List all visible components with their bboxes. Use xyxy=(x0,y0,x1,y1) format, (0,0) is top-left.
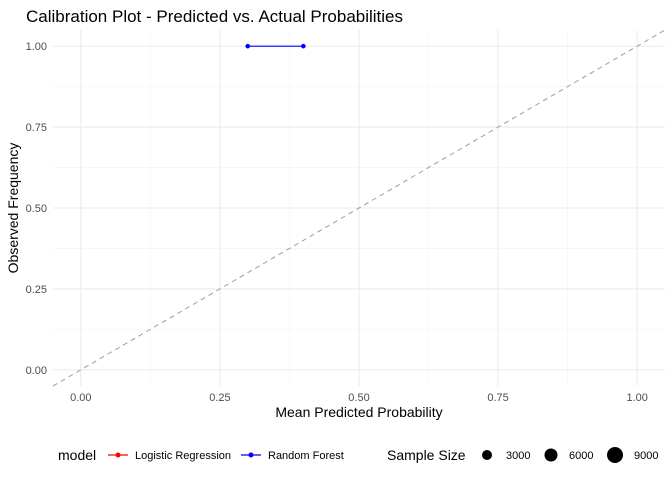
legend-size-6000: 6000 xyxy=(569,450,593,462)
x-tick-label: 0.25 xyxy=(209,392,230,404)
point-random-forest-1 xyxy=(301,43,306,49)
legend-label-logistic-regression: Logistic Regression xyxy=(135,450,231,462)
legend-size-dot-9000 xyxy=(607,447,623,463)
series-layer xyxy=(245,43,306,49)
legend-label-random-forest: Random Forest xyxy=(268,450,344,462)
x-tick-label: 1.00 xyxy=(626,392,647,404)
legend-size-dot-3000 xyxy=(482,450,492,460)
y-tick-label: 1.00 xyxy=(26,41,47,53)
legend-size-9000: 9000 xyxy=(634,450,658,462)
y-tick-label: 0.75 xyxy=(26,122,47,134)
point-random-forest-0 xyxy=(245,43,251,49)
x-tick-label: 0.50 xyxy=(348,392,369,404)
chart-title: Calibration Plot - Predicted vs. Actual … xyxy=(26,7,403,26)
x-tick-label: 0.75 xyxy=(487,392,508,404)
legend-size-3000: 3000 xyxy=(506,450,530,462)
legend: model Logistic Regression Random Forest … xyxy=(58,447,658,463)
y-axis-label: Observed Frequency xyxy=(5,143,21,274)
x-tick-label: 0.00 xyxy=(70,392,91,404)
y-tick-label: 0.50 xyxy=(26,203,47,215)
x-axis-label: Mean Predicted Probability xyxy=(275,404,442,420)
legend-key-random-forest xyxy=(241,452,261,458)
x-axis-ticks: 0.00 0.25 0.50 0.75 1.00 xyxy=(70,392,648,404)
legend-size-title: Sample Size xyxy=(387,447,466,463)
legend-key-logistic-regression xyxy=(108,452,128,458)
legend-model-title: model xyxy=(58,447,96,463)
y-axis-ticks: 0.00 0.25 0.50 0.75 1.00 xyxy=(26,41,47,377)
legend-size-dot-6000 xyxy=(544,448,558,462)
reference-line xyxy=(52,29,666,387)
y-tick-label: 0.25 xyxy=(26,284,47,296)
y-tick-label: 0.00 xyxy=(26,365,47,377)
grid xyxy=(53,30,665,386)
reference-diagonal xyxy=(52,29,666,387)
